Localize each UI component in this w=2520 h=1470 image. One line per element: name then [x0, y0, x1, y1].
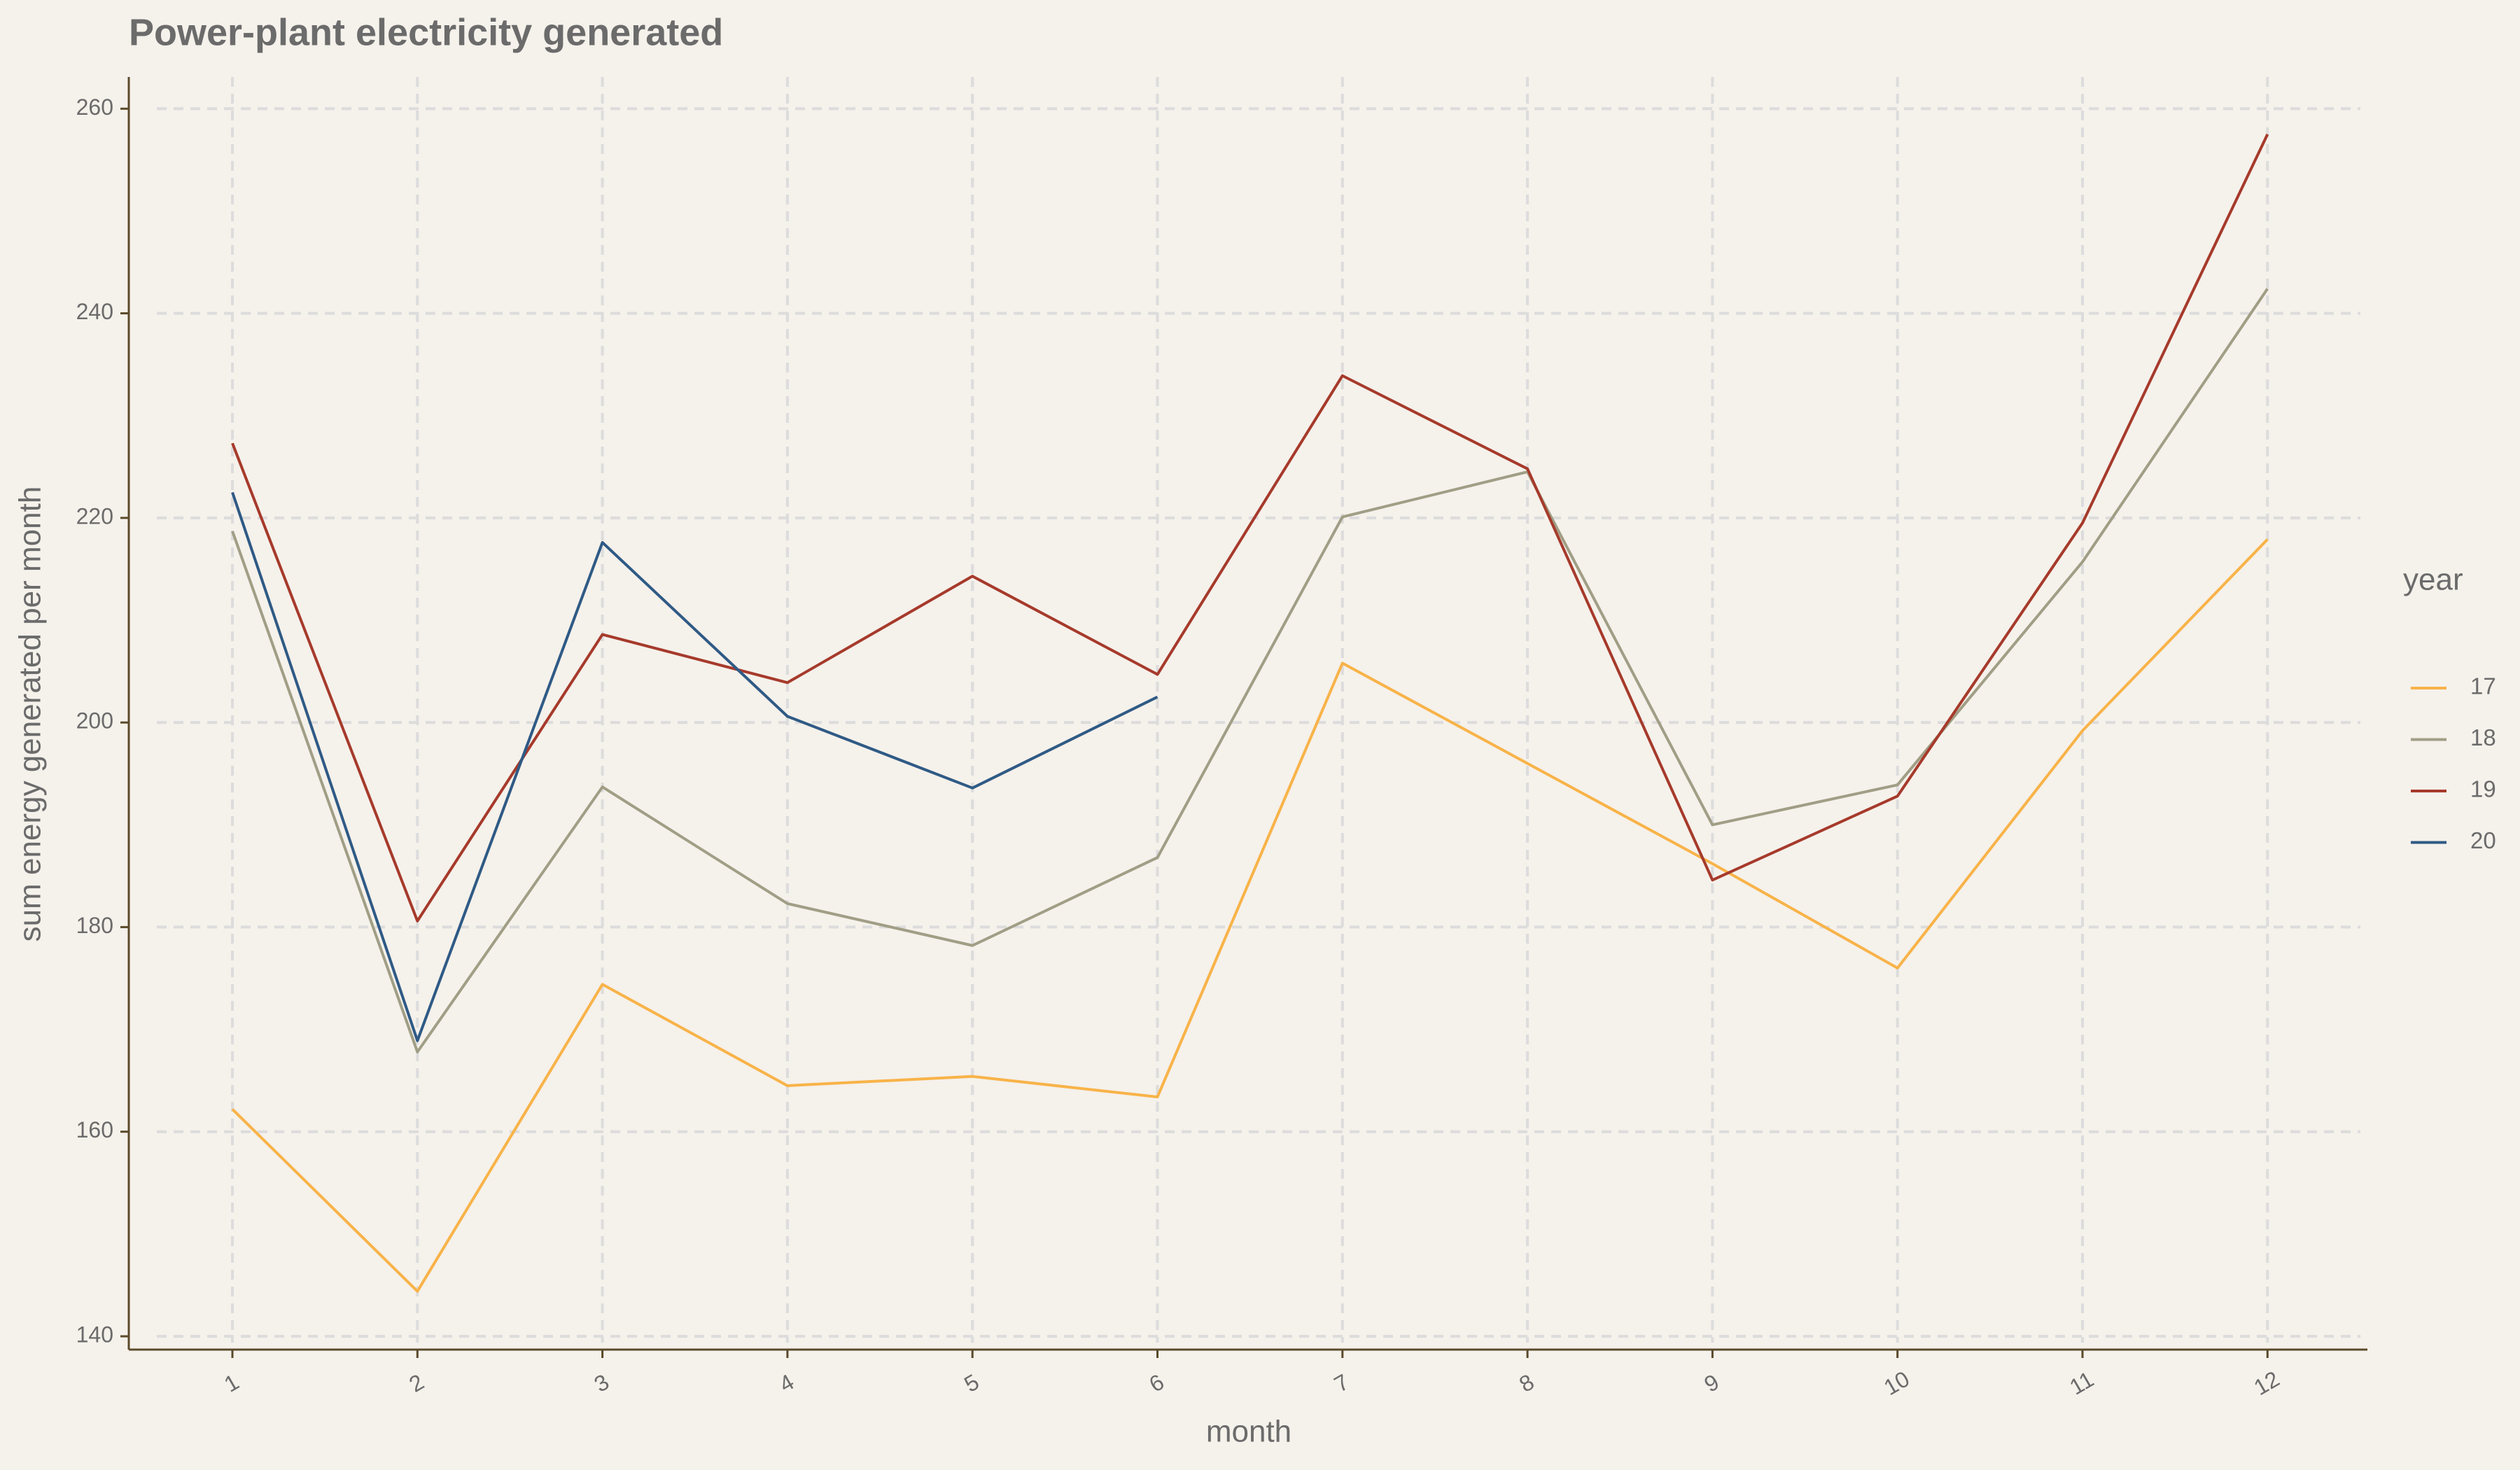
legend-label: 20 [2470, 827, 2496, 853]
series-line [231, 491, 1158, 1042]
chart-title: Power-plant electricity generated [129, 11, 723, 53]
x-axis-label: month [1206, 1415, 1292, 1449]
y-tick-label: 180 [76, 913, 113, 938]
y-axis-label: sum energy generated per month [13, 486, 48, 942]
y-tick-label: 220 [76, 503, 113, 528]
series-line [231, 288, 2269, 1054]
y-tick-label: 200 [76, 708, 113, 734]
legend-title: year [2403, 563, 2463, 597]
legend-label: 18 [2470, 724, 2496, 750]
y-tick-label: 240 [76, 299, 113, 324]
y-tick-label: 260 [76, 94, 113, 120]
series-line [231, 538, 2269, 1293]
y-tick-label: 160 [76, 1117, 113, 1142]
series-line [231, 133, 2269, 923]
legend-label: 19 [2470, 776, 2496, 802]
legend-label: 17 [2470, 673, 2496, 699]
y-tick-label: 140 [76, 1322, 113, 1347]
